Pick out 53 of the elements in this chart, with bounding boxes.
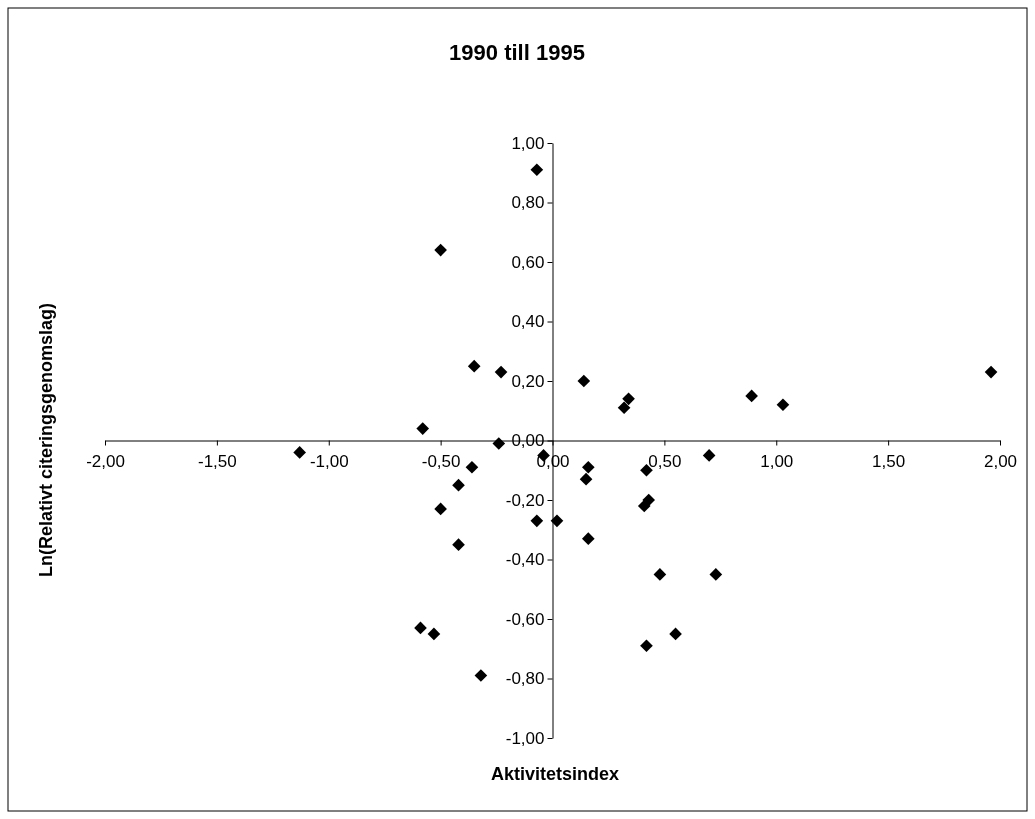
- point: [427, 627, 441, 641]
- point: [434, 243, 447, 257]
- point: [293, 446, 306, 459]
- point: [465, 460, 479, 474]
- point: [416, 422, 430, 435]
- point: [640, 639, 653, 653]
- point: [617, 401, 631, 415]
- x-tick-label: 1,00: [760, 452, 794, 472]
- point: [622, 392, 635, 406]
- point: [452, 538, 465, 551]
- point: [579, 472, 593, 486]
- point: [434, 502, 447, 516]
- x-tick-label: -1,00: [309, 452, 349, 472]
- y-tick-label: 1,00: [511, 133, 545, 153]
- y-tick-label: 0,40: [511, 312, 545, 332]
- point: [467, 359, 481, 373]
- point: [530, 514, 544, 528]
- point: [492, 437, 506, 450]
- y-tick-label: 0,20: [511, 371, 545, 391]
- point: [653, 568, 667, 581]
- point: [452, 478, 465, 492]
- y-tick-label: -0,40: [505, 550, 545, 570]
- point: [414, 621, 427, 635]
- point: [984, 365, 998, 379]
- point: [637, 499, 651, 513]
- x-tick-label: -1,50: [198, 452, 237, 472]
- x-tick-label: -2,00: [86, 452, 125, 472]
- y-tick-label: 0,60: [511, 252, 545, 272]
- x-tick-label: 1,50: [872, 452, 906, 472]
- point: [581, 460, 595, 474]
- y-tick-label: -0,20: [505, 490, 545, 510]
- point: [494, 365, 508, 379]
- x-axis-title: Aktivitetsindex: [490, 764, 620, 784]
- point: [776, 398, 790, 412]
- x-tick-label: 2,00: [983, 452, 1018, 472]
- y-tick-label: 0,00: [511, 431, 545, 451]
- point: [474, 669, 488, 682]
- x-tick-label: -0,50: [421, 452, 461, 472]
- y-axis-title: Ln(Relativt citeringsgenomslag): [36, 302, 56, 578]
- y-tick-label: -0,60: [505, 609, 545, 629]
- y-tick-label: -1,00: [505, 728, 545, 748]
- y-tick-label: 0,80: [511, 193, 545, 213]
- y-tick-label: -0,80: [505, 669, 545, 689]
- point: [577, 374, 591, 388]
- x-tick-label: 0,50: [648, 452, 682, 472]
- point: [669, 627, 682, 641]
- chart-title: 1990 till 1995: [449, 40, 585, 65]
- point: [530, 163, 544, 177]
- point: [709, 568, 723, 581]
- point: [702, 449, 716, 462]
- point: [550, 514, 564, 528]
- point: [745, 389, 758, 403]
- point: [581, 532, 595, 545]
